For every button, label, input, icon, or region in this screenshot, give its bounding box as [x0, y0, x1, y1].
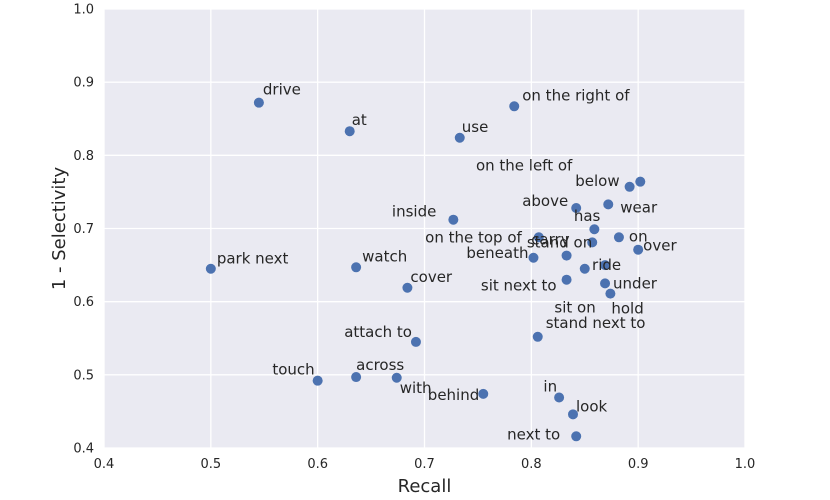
data-point — [454, 132, 465, 143]
point-label: drive — [263, 81, 301, 99]
y-tick-label: 1.0 — [73, 3, 94, 18]
x-axis-title: Recall — [398, 476, 452, 497]
point-label: over — [643, 237, 677, 255]
data-point — [205, 263, 216, 274]
data-point — [571, 203, 582, 214]
grid-lines — [103, 8, 746, 449]
data-point — [624, 181, 635, 192]
data-point — [402, 282, 413, 293]
x-tick-label: 0.5 — [200, 457, 221, 472]
y-tick-labels: 0.4 0.5 0.6 0.7 0.8 0.9 1.0 — [73, 3, 94, 457]
point-label: on the right of — [522, 86, 630, 104]
data-point — [587, 237, 598, 248]
point-label: touch — [272, 361, 314, 379]
point-label: across — [356, 356, 404, 374]
point-label: inside — [392, 203, 436, 221]
point-label: ride — [592, 256, 621, 274]
data-point — [532, 331, 543, 342]
data-point — [528, 252, 539, 263]
x-tick-label: 0.7 — [414, 457, 435, 472]
point-label: stand on — [527, 233, 592, 251]
data-point — [633, 244, 644, 255]
data-point — [589, 224, 600, 235]
point-label: look — [576, 397, 608, 415]
point-label: watch — [362, 247, 407, 265]
data-point — [448, 214, 459, 225]
data-point — [579, 263, 590, 274]
point-label: in — [543, 378, 557, 396]
data-point — [478, 388, 489, 399]
data-point — [567, 409, 578, 420]
x-tick-label: 0.4 — [94, 457, 115, 472]
point-label: attach to — [344, 323, 412, 341]
data-point — [605, 288, 616, 299]
point-label: under — [613, 274, 658, 292]
data-point — [509, 101, 520, 112]
y-axis-title: 1 - Selectivity — [49, 167, 70, 291]
data-point — [561, 274, 572, 285]
point-label: on the left of — [476, 157, 573, 175]
data-points — [205, 97, 646, 442]
point-label: beneath — [466, 244, 528, 262]
data-point — [410, 336, 421, 347]
data-point — [351, 262, 362, 273]
data-point — [344, 126, 355, 137]
point-label: on — [629, 227, 648, 245]
point-label: stand next to — [546, 314, 646, 332]
point-label: use — [462, 118, 489, 136]
point-label: hold — [611, 300, 643, 318]
point-label: above — [522, 192, 568, 210]
point-label: sit on — [554, 299, 595, 317]
point-label: below — [575, 172, 619, 190]
point-label: sit next to — [481, 277, 557, 295]
point-label: wear — [620, 198, 658, 216]
data-point — [600, 260, 611, 271]
x-tick-labels: 0.4 0.5 0.6 0.7 0.8 0.9 1.0 — [94, 457, 756, 472]
data-point — [561, 250, 572, 261]
point-label: with — [400, 379, 432, 397]
data-point — [312, 375, 323, 386]
point-label: cover — [410, 268, 453, 286]
data-point — [600, 278, 611, 289]
x-tick-label: 0.9 — [628, 457, 649, 472]
point-label: next to — [507, 425, 560, 443]
data-point — [554, 392, 565, 403]
y-tick-label: 0.8 — [73, 149, 94, 164]
x-tick-label: 0.6 — [307, 457, 328, 472]
y-tick-label: 0.4 — [73, 442, 94, 457]
point-label: park next — [217, 250, 289, 268]
data-point — [253, 97, 264, 108]
data-point — [635, 176, 646, 187]
point-label: on the top of — [425, 228, 522, 246]
point-label: at — [352, 111, 367, 129]
point-label: carry — [531, 231, 570, 249]
data-point — [533, 232, 544, 243]
y-tick-label: 0.6 — [73, 295, 94, 310]
x-tick-label: 0.8 — [521, 457, 542, 472]
data-point — [571, 431, 582, 442]
data-point — [613, 232, 624, 243]
data-point — [391, 372, 402, 383]
data-point — [351, 372, 362, 383]
y-tick-label: 0.7 — [73, 222, 94, 237]
y-tick-label: 0.5 — [73, 368, 94, 383]
data-point — [603, 199, 614, 210]
point-label: behind — [428, 386, 479, 404]
x-tick-label: 1.0 — [735, 457, 756, 472]
point-label: has — [574, 207, 601, 225]
y-tick-label: 0.9 — [73, 76, 94, 91]
